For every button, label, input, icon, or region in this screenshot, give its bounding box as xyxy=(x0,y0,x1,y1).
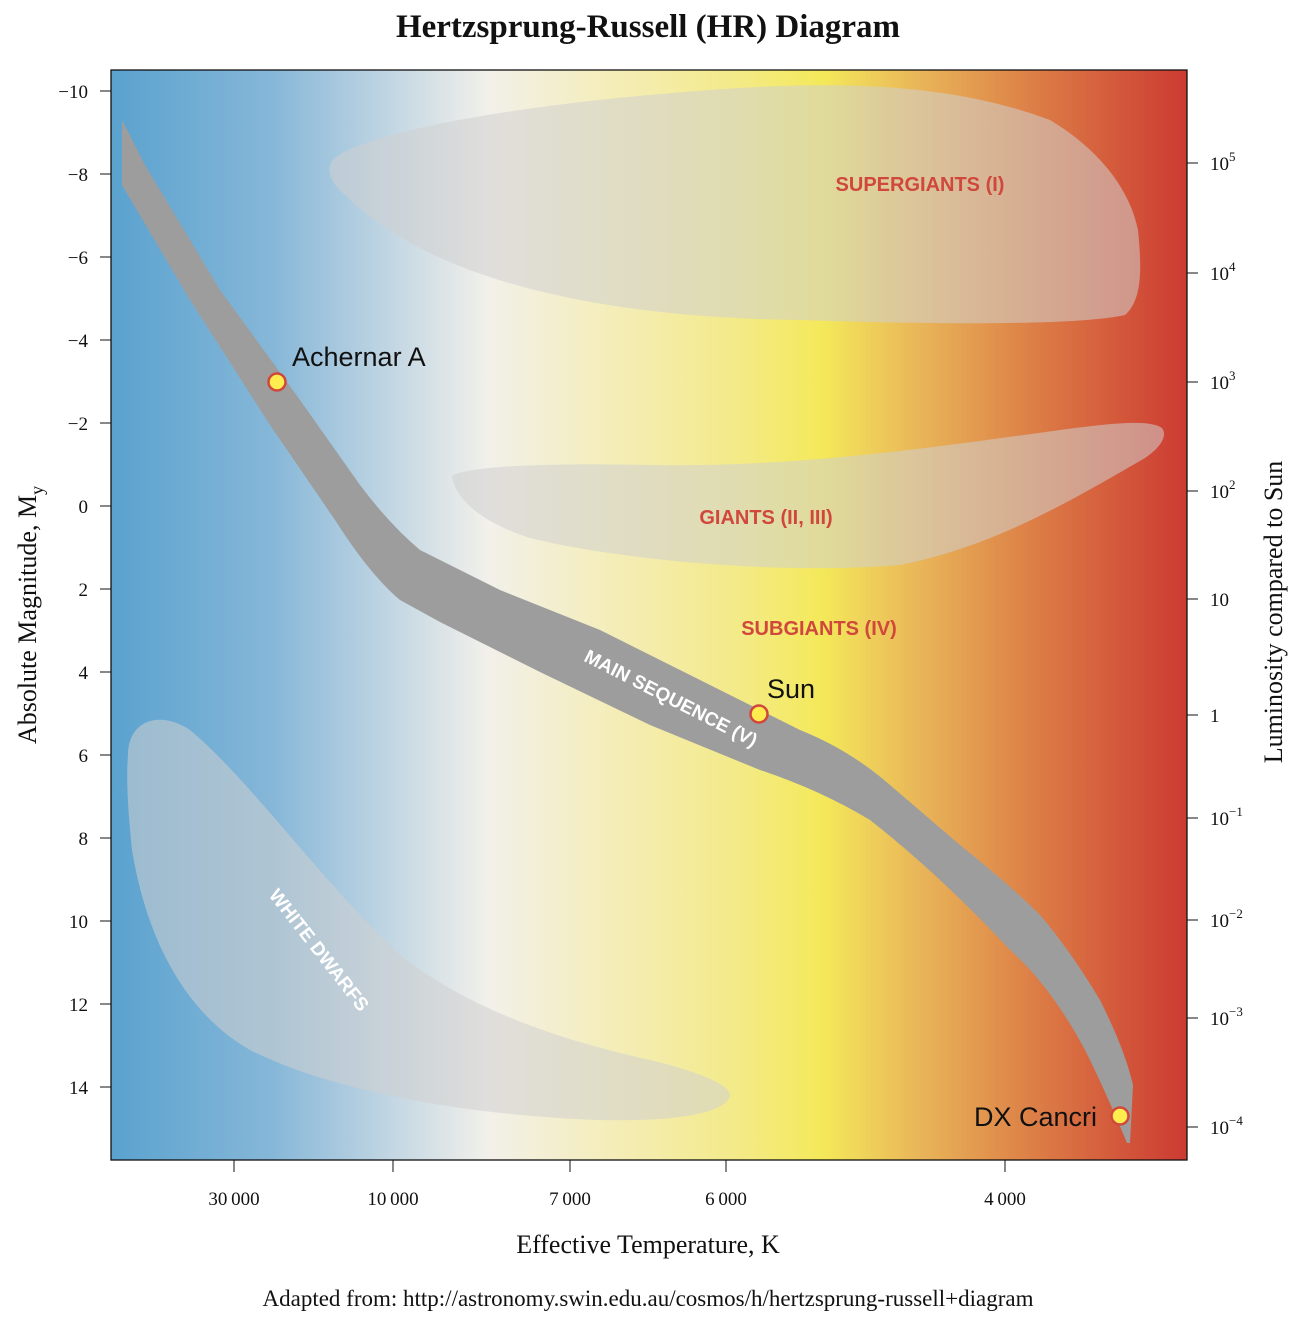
source-note: Adapted from: http://astronomy.swin.edu.… xyxy=(263,1286,1034,1311)
star-dx-cancri: DX Cancri xyxy=(974,1102,1130,1132)
giants-label: GIANTS (II, III) xyxy=(699,507,832,529)
bottom-tick-label: 30 000 xyxy=(208,1189,259,1210)
star-marker xyxy=(749,704,769,724)
right-tick-label: 10−3 xyxy=(1210,1004,1243,1030)
bottom-axis: 30 000 10 000 7 000 6 000 4 000 Effectiv… xyxy=(208,1160,1026,1259)
supergiants-label: SUPERGIANTS (I) xyxy=(836,174,1005,196)
subgiants-label: SUBGIANTS (IV) xyxy=(741,618,897,640)
left-tick-label: 12 xyxy=(69,995,88,1016)
star-label: DX Cancri xyxy=(974,1102,1097,1132)
star-label: Sun xyxy=(767,674,815,704)
left-tick-label: 14 xyxy=(69,1078,89,1099)
plot-frame xyxy=(110,69,1188,1161)
giants-region xyxy=(452,422,1165,569)
right-tick-label: 10−1 xyxy=(1210,804,1243,830)
left-tick-label: −8 xyxy=(68,165,88,186)
left-axis: −10 −8 −6 −4 −2 0 2 4 6 8 10 12 14 Absol… xyxy=(13,82,111,1099)
left-tick-label: 0 xyxy=(79,497,89,518)
left-tick-label: 8 xyxy=(79,829,89,850)
white-dwarfs-region xyxy=(127,719,730,1121)
right-tick-label: 1 xyxy=(1210,706,1220,727)
right-tick-label: 10−2 xyxy=(1210,906,1243,932)
bottom-axis-label: Effective Temperature, K xyxy=(516,1230,780,1259)
right-tick-label: 10−4 xyxy=(1210,1113,1243,1139)
left-axis-label: Absolute Magnitude, My xyxy=(13,486,47,744)
bottom-tick-label: 7 000 xyxy=(549,1189,591,1210)
star-label: Achernar A xyxy=(292,342,426,372)
left-tick-label: 4 xyxy=(79,663,89,684)
left-tick-label: 6 xyxy=(79,746,89,767)
right-axis-label: Luminosity compared to Sun xyxy=(1259,461,1288,764)
right-tick-label: 105 xyxy=(1210,149,1236,175)
bottom-tick-label: 4 000 xyxy=(984,1189,1026,1210)
star-marker xyxy=(267,372,287,392)
star-sun: Sun xyxy=(749,674,815,724)
left-tick-label: 10 xyxy=(69,912,88,933)
bottom-tick-label: 10 000 xyxy=(367,1189,418,1210)
right-tick-label: 103 xyxy=(1210,368,1236,394)
left-tick-label: −2 xyxy=(68,414,88,435)
supergiants-region xyxy=(329,85,1141,324)
bottom-tick-label: 6 000 xyxy=(705,1189,747,1210)
right-tick-label: 10 xyxy=(1210,590,1229,611)
star-marker xyxy=(1110,1106,1130,1126)
right-axis: 105 104 103 102 10 1 10−1 10−2 10−3 10−4… xyxy=(1187,149,1288,1139)
right-tick-label: 104 xyxy=(1210,259,1236,285)
left-tick-label: 2 xyxy=(79,580,89,601)
right-tick-label: 102 xyxy=(1210,477,1236,503)
left-tick-label: −10 xyxy=(58,82,88,103)
left-tick-label: −6 xyxy=(68,248,88,269)
star-achernar-a: Achernar A xyxy=(267,342,426,392)
left-tick-label: −4 xyxy=(68,331,89,352)
diagram-title: Hertzsprung-Russell (HR) Diagram xyxy=(396,9,900,45)
